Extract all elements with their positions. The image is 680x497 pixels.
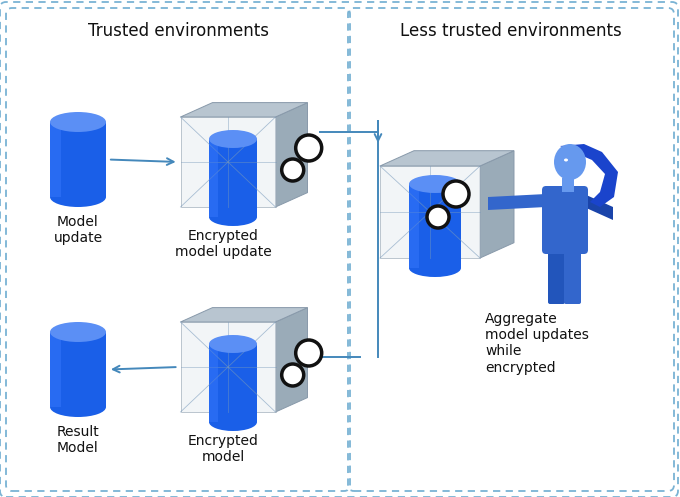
Ellipse shape [50,322,106,342]
Ellipse shape [50,187,106,207]
Polygon shape [180,117,275,207]
Ellipse shape [409,259,461,277]
Bar [50,122,106,197]
Polygon shape [488,194,546,210]
Text: Model
update: Model update [54,215,103,245]
Polygon shape [584,194,613,220]
Polygon shape [180,322,275,412]
Text: Encrypted
model: Encrypted model [188,434,258,464]
Bar [409,184,461,268]
Polygon shape [480,151,514,258]
Ellipse shape [409,175,461,193]
Bar [209,139,218,217]
Bar [209,344,257,422]
Polygon shape [380,166,480,258]
Ellipse shape [209,130,257,148]
Text: Trusted environments: Trusted environments [88,22,269,40]
Ellipse shape [564,159,568,162]
Bar [50,332,61,407]
FancyBboxPatch shape [542,186,588,254]
Text: Result
Model: Result Model [56,425,99,455]
Bar [50,122,61,197]
Polygon shape [380,151,514,166]
Circle shape [443,181,469,207]
Text: Less trusted environments: Less trusted environments [400,22,622,40]
Bar [209,344,218,422]
Text: Encrypted
model update: Encrypted model update [175,229,271,259]
Circle shape [296,340,322,366]
Circle shape [296,135,322,161]
Circle shape [282,159,304,181]
Circle shape [427,206,449,228]
Ellipse shape [50,397,106,417]
Ellipse shape [209,413,257,431]
Polygon shape [180,102,307,117]
Polygon shape [180,308,307,322]
Ellipse shape [209,335,257,353]
FancyBboxPatch shape [564,245,581,304]
Ellipse shape [50,112,106,132]
Circle shape [282,364,304,386]
Bar [209,139,257,217]
Bar [409,184,419,268]
FancyBboxPatch shape [548,245,565,304]
Ellipse shape [209,208,257,226]
Polygon shape [560,144,618,207]
Bar [562,178,574,192]
Ellipse shape [554,144,586,180]
Bar [50,332,106,407]
Polygon shape [275,102,307,207]
Polygon shape [275,308,307,412]
Text: Aggregate
model updates
while
encrypted: Aggregate model updates while encrypted [485,312,589,375]
